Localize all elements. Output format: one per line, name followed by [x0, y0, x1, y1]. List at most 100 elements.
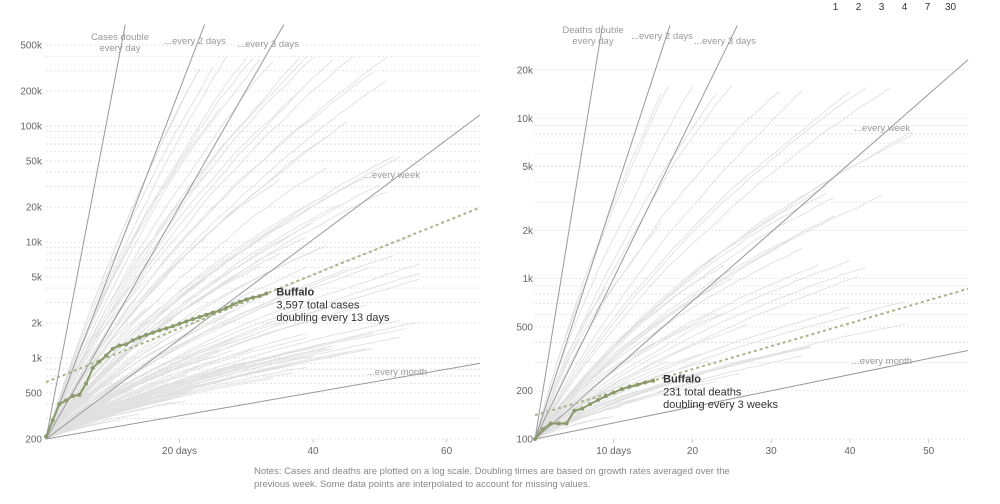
highlight-point — [57, 402, 62, 407]
background-series-line — [534, 264, 819, 440]
rolling-option-3[interactable]: 3 — [878, 2, 885, 13]
highlight-point — [64, 398, 69, 403]
y-tick-label: 500 — [25, 388, 42, 399]
background-series-line — [534, 260, 851, 440]
reference-label: every day — [99, 43, 140, 54]
x-tick-label: 40 — [308, 446, 320, 457]
highlight-point — [157, 328, 162, 333]
background-series-line — [534, 93, 717, 440]
highlight-point — [124, 342, 129, 347]
highlight-point — [44, 434, 48, 439]
background-series-line — [534, 357, 756, 440]
y-tick-label: 1k — [31, 353, 43, 364]
highlight-point — [97, 359, 102, 364]
rolling-option-4[interactable]: 4 — [901, 2, 908, 13]
background-series-line — [45, 268, 347, 440]
y-tick-label: 2k — [31, 319, 43, 330]
background-series-line — [534, 215, 835, 440]
reference-line-7-day — [45, 114, 481, 440]
background-series-line — [45, 108, 220, 440]
background-series-line — [534, 87, 890, 440]
reference-line-30-day — [45, 362, 481, 440]
y-tick-label: 20k — [26, 203, 43, 214]
reference-line-2-day — [45, 24, 206, 440]
reference-line-1-day — [534, 25, 603, 440]
background-series-line — [45, 68, 200, 440]
highlight-point — [264, 291, 269, 296]
background-series-line — [45, 333, 374, 440]
highlight-point — [190, 317, 195, 322]
background-series-line — [45, 333, 307, 440]
background-series-line — [45, 377, 274, 440]
background-series-line — [534, 130, 914, 440]
background-series-line — [45, 191, 387, 440]
reference-label: ...every 2 days — [631, 31, 693, 42]
highlight-point — [197, 314, 202, 319]
y-tick-label: 200 — [25, 435, 42, 446]
background-series-line — [45, 91, 301, 440]
x-tick-label: 10 days — [596, 446, 631, 457]
highlight-point — [244, 297, 249, 302]
background-series-line — [45, 56, 354, 440]
highlight-point — [619, 387, 624, 392]
background-series-line — [45, 346, 314, 440]
y-tick-label: 20k — [517, 66, 534, 77]
highlight-point — [580, 406, 585, 411]
rolling-option-1[interactable]: 1 — [832, 2, 839, 13]
x-tick-label: 50 — [923, 446, 935, 457]
reference-line-3-day — [534, 25, 738, 440]
rolling-option-30[interactable]: 30 — [944, 2, 957, 13]
highlight-point — [564, 421, 569, 426]
background-series-line — [534, 417, 606, 440]
background-series-line — [45, 66, 214, 440]
highlight-point — [643, 380, 648, 385]
background-series-line — [45, 349, 234, 440]
background-series-line — [45, 156, 401, 440]
rolling-option-2[interactable]: 2 — [855, 2, 862, 13]
background-series-line — [45, 57, 314, 440]
background-series-line — [45, 266, 307, 440]
highlight-point — [164, 326, 169, 331]
background-series-line — [45, 403, 147, 440]
background-series-line — [45, 136, 327, 440]
reference-label: Deaths double — [562, 25, 623, 36]
highlight-point — [130, 338, 135, 343]
highlight-detail: 3,597 total cases — [276, 299, 360, 311]
reference-label: Cases double — [91, 32, 149, 43]
reference-label: every day — [572, 36, 613, 47]
highlight-point — [588, 402, 593, 407]
highlight-point — [150, 330, 155, 335]
y-axis-ticks: 100 200 500 1k 2k 5k 10k 20k — [516, 66, 534, 446]
rolling-option-7[interactable]: 7 — [924, 2, 931, 13]
background-series-line — [45, 56, 307, 440]
background-series-line — [45, 374, 133, 440]
background-series-line — [45, 237, 207, 440]
background-series-line — [534, 85, 733, 440]
highlight-point — [257, 294, 262, 299]
background-series-line — [45, 381, 107, 440]
highlight-point — [77, 392, 82, 397]
background-series-line — [45, 57, 301, 440]
highlight-point — [224, 305, 229, 310]
highlight-series — [533, 378, 656, 441]
x-tick-label: 20 — [687, 446, 699, 457]
highlight-point — [533, 437, 537, 441]
x-tick-label: 20 days — [162, 446, 197, 457]
background-series-line — [534, 235, 796, 440]
highlight-point — [572, 408, 577, 413]
highlight-point — [90, 365, 95, 370]
highlight-detail: 231 total deaths — [663, 387, 742, 399]
highlight-point — [230, 302, 235, 307]
background-series-line — [45, 184, 381, 440]
highlight-point — [204, 312, 209, 317]
y-tick-label: 10k — [26, 238, 43, 249]
highlight-trend-line — [534, 287, 969, 417]
y-tick-label: 10k — [517, 114, 534, 125]
background-series-line — [534, 353, 701, 440]
highlight-line — [45, 292, 267, 437]
highlight-name: Buffalo — [276, 286, 314, 298]
reference-label: ...every month — [852, 356, 912, 367]
background-series-line — [45, 57, 387, 440]
